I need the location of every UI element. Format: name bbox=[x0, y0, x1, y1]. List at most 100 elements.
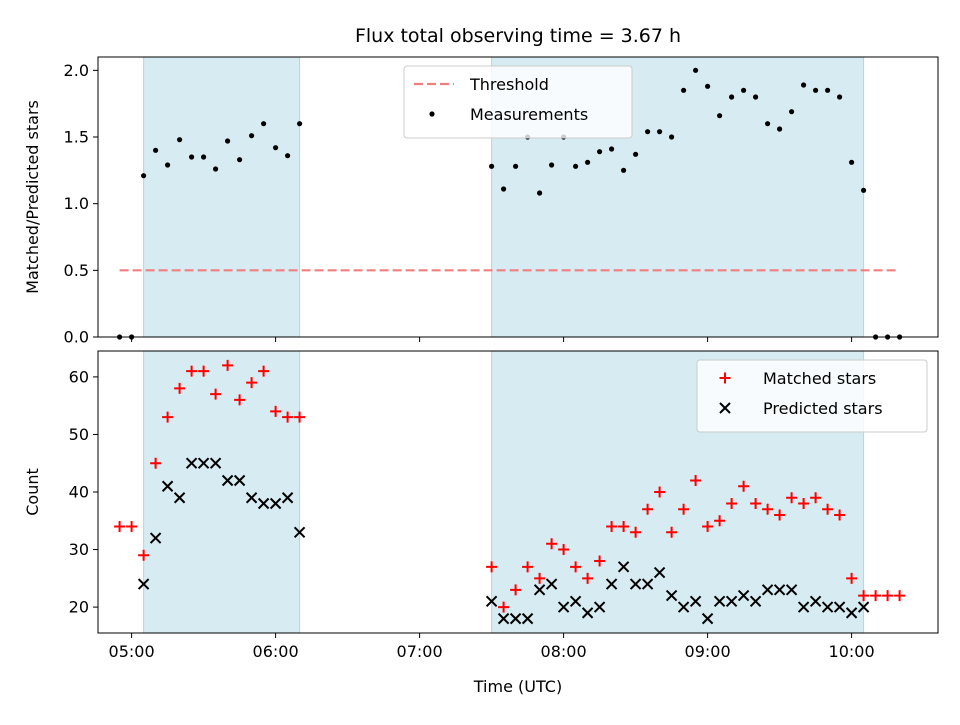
measurement-point bbox=[741, 87, 747, 93]
measurement-point bbox=[681, 87, 687, 93]
matched-star-point bbox=[786, 492, 798, 504]
matched-star-point bbox=[294, 411, 306, 423]
predicted-star-point bbox=[773, 584, 786, 596]
measurement-point bbox=[777, 126, 783, 132]
shaded-interval-1 bbox=[143, 350, 301, 634]
predicted-star-point bbox=[221, 474, 234, 487]
matched-star-point bbox=[150, 457, 162, 469]
measurement-point bbox=[297, 121, 303, 127]
measurement-point bbox=[609, 146, 615, 152]
predicted-star-point bbox=[293, 526, 306, 538]
matched-star-point bbox=[162, 411, 174, 423]
predicted-star-point bbox=[653, 566, 666, 579]
predicted-star-point bbox=[701, 612, 714, 625]
matched-star-point bbox=[882, 590, 894, 602]
legend: Matched stars Predicted stars bbox=[696, 359, 928, 433]
measurement-point bbox=[165, 162, 171, 168]
predicted-star-point bbox=[749, 595, 762, 608]
measurement-point bbox=[765, 121, 771, 127]
chart-title: Flux total observing time = 3.67 h bbox=[355, 25, 681, 47]
measurement-point bbox=[849, 159, 855, 165]
measurement-point bbox=[717, 113, 723, 119]
matched-star-point bbox=[726, 498, 738, 510]
measurement-point bbox=[573, 163, 579, 169]
legend-label: Measurements bbox=[470, 105, 588, 124]
legend: Threshold Measurements bbox=[403, 65, 633, 139]
measurement-point bbox=[189, 154, 195, 160]
measurement-point bbox=[153, 147, 159, 153]
matched-star-point bbox=[654, 486, 666, 498]
matched-star-point bbox=[270, 405, 282, 417]
predicted-star-point bbox=[785, 584, 798, 596]
predicted-star-point bbox=[593, 601, 606, 613]
y-tick-label: 20 bbox=[69, 598, 89, 617]
matched-star-point bbox=[198, 365, 210, 377]
measurement-point bbox=[285, 153, 291, 159]
matched-star-point bbox=[234, 394, 246, 406]
predicted-star-point bbox=[545, 578, 558, 590]
measurement-point bbox=[837, 94, 843, 100]
measurement-point bbox=[273, 145, 279, 151]
matched-star-point bbox=[678, 503, 690, 515]
axes-frame bbox=[97, 56, 939, 338]
matched-star-point bbox=[570, 561, 582, 573]
predicted-star-point bbox=[737, 589, 750, 602]
shaded-interval-1 bbox=[143, 56, 301, 338]
predicted-star-point bbox=[257, 497, 270, 510]
measurement-point bbox=[657, 129, 663, 135]
predicted-star-point bbox=[677, 601, 690, 613]
measurement-point bbox=[633, 151, 639, 157]
x-tick-label: 09:00 bbox=[685, 642, 731, 661]
y-axis-label: Count bbox=[23, 468, 42, 516]
measurement-point bbox=[261, 121, 267, 127]
y-tick-label: 0.0 bbox=[64, 328, 89, 347]
predicted-star-point bbox=[281, 492, 294, 504]
predicted-star-point bbox=[761, 584, 774, 596]
matched-star-point bbox=[222, 359, 234, 371]
predicted-star-point bbox=[569, 595, 582, 608]
measurement-point bbox=[213, 166, 219, 172]
legend-label: Predicted stars bbox=[763, 399, 883, 418]
measurement-point bbox=[489, 163, 495, 169]
y-tick-label: 30 bbox=[69, 540, 89, 559]
predicted-star-point bbox=[197, 457, 210, 469]
y-tick-label: 40 bbox=[69, 483, 89, 502]
matched-star-point bbox=[774, 509, 786, 521]
legend-dot-swatch bbox=[429, 111, 435, 117]
matched-star-point bbox=[618, 521, 630, 533]
matched-star-point bbox=[174, 382, 186, 394]
measurement-point bbox=[141, 173, 147, 179]
x-tick-label: 10:00 bbox=[829, 642, 875, 661]
predicted-star-point bbox=[485, 595, 498, 608]
matched-star-point bbox=[606, 521, 618, 533]
y-tick-label: 60 bbox=[69, 367, 89, 386]
predicted-star-point bbox=[665, 589, 678, 602]
predicted-star-point bbox=[821, 601, 834, 613]
matched-star-point bbox=[546, 538, 558, 550]
measurement-point bbox=[669, 134, 675, 140]
matched-star-point bbox=[762, 503, 774, 515]
predicted-star-point bbox=[617, 561, 630, 573]
x-tick-label: 08:00 bbox=[541, 642, 587, 661]
predicted-star-point bbox=[185, 457, 198, 469]
matched-star-point bbox=[282, 411, 294, 423]
matched-star-point bbox=[594, 555, 606, 567]
predicted-star-point bbox=[173, 492, 186, 504]
y-axis-label: Matched/Predicted stars bbox=[23, 100, 42, 294]
predicted-star-point bbox=[209, 457, 222, 469]
series-x-2 bbox=[137, 457, 870, 625]
predicted-star-point bbox=[149, 532, 162, 544]
predicted-star-point bbox=[269, 497, 282, 510]
matched-star-point bbox=[522, 561, 534, 573]
predicted-star-point bbox=[605, 578, 618, 590]
predicted-star-point bbox=[713, 595, 726, 608]
measurement-point bbox=[537, 190, 543, 196]
measurement-point bbox=[825, 87, 831, 93]
measurement-point bbox=[237, 157, 243, 163]
measurement-point bbox=[597, 149, 603, 155]
matched-star-point bbox=[822, 503, 834, 515]
matched-star-point bbox=[798, 498, 810, 510]
predicted-star-point bbox=[845, 607, 858, 619]
predicted-star-point bbox=[857, 601, 870, 613]
y-tick-label: 1.0 bbox=[64, 194, 89, 213]
